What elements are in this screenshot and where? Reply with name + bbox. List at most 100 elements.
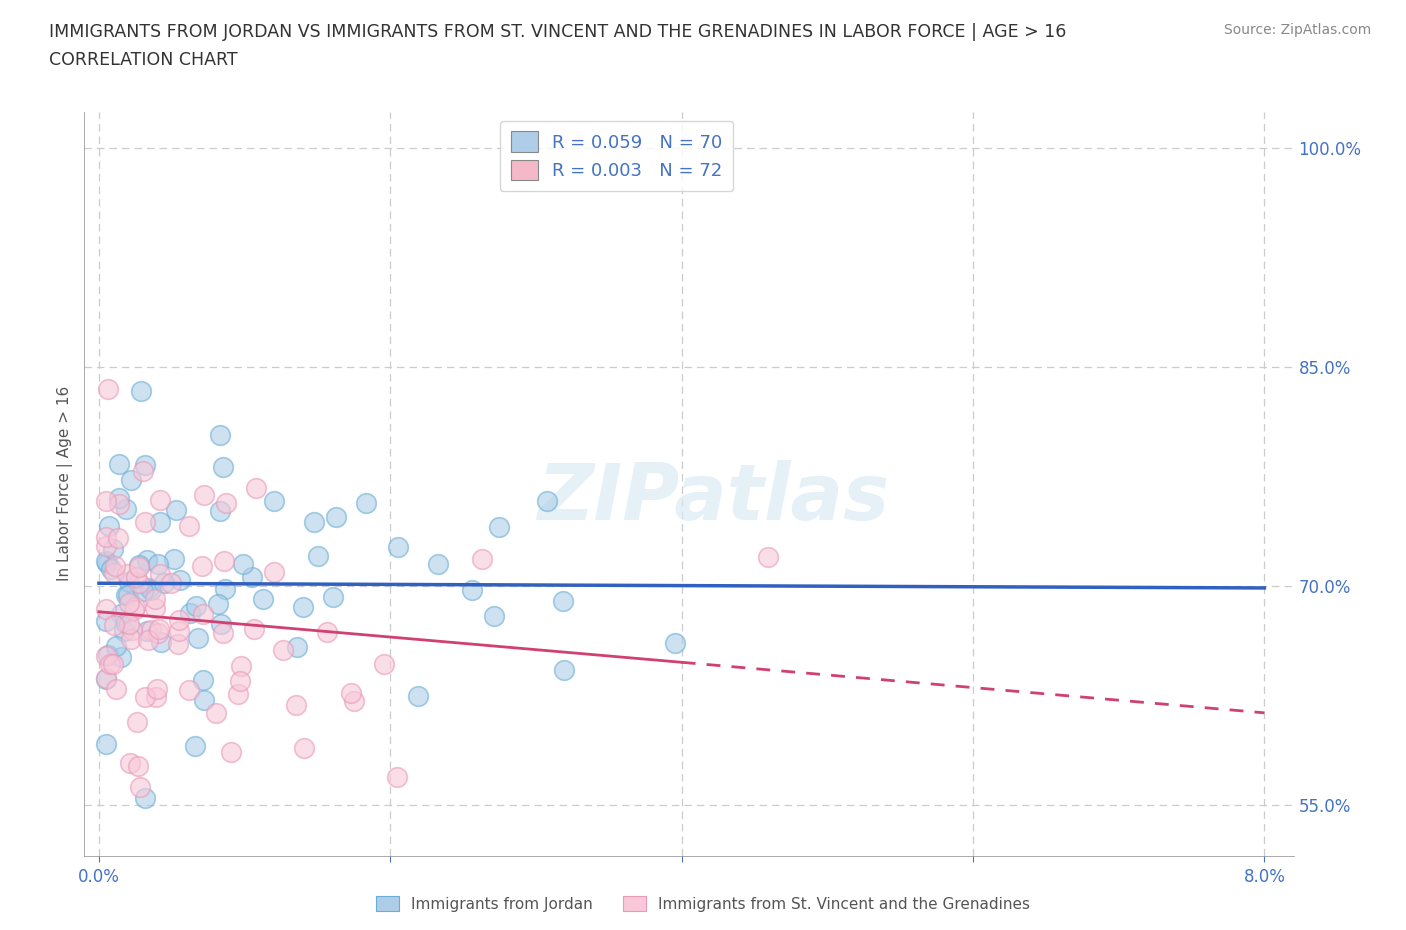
Point <box>134 790 156 805</box>
Point <box>271 643 294 658</box>
Point <box>115 567 138 582</box>
Point <box>148 622 170 637</box>
Point <box>129 384 152 399</box>
Point <box>167 637 190 652</box>
Point <box>104 682 127 697</box>
Point <box>373 657 395 671</box>
Point <box>308 549 330 564</box>
Point <box>169 573 191 588</box>
Point <box>221 744 243 759</box>
Point <box>226 686 249 701</box>
Point <box>117 575 139 590</box>
Point <box>292 741 315 756</box>
Point <box>107 530 129 545</box>
Point <box>146 556 169 571</box>
Point <box>104 559 127 574</box>
Point <box>134 689 156 704</box>
Point <box>100 562 122 577</box>
Point <box>553 662 575 677</box>
Point <box>207 596 229 611</box>
Point <box>98 519 121 534</box>
Point <box>97 647 120 662</box>
Point <box>134 458 156 472</box>
Point <box>664 635 686 650</box>
Point <box>177 519 200 534</box>
Point <box>125 570 148 585</box>
Point <box>96 538 118 553</box>
Point <box>105 638 128 653</box>
Point <box>148 515 170 530</box>
Point <box>108 457 131 472</box>
Point <box>460 582 482 597</box>
Point <box>139 622 162 637</box>
Point <box>187 631 209 645</box>
Point <box>285 698 308 713</box>
Point <box>343 694 366 709</box>
Legend: Immigrants from Jordan, Immigrants from St. Vincent and the Grenadines: Immigrants from Jordan, Immigrants from … <box>370 889 1036 918</box>
Point <box>214 553 236 568</box>
Point <box>756 550 779 565</box>
Point <box>163 551 186 566</box>
Point <box>426 557 449 572</box>
Point <box>127 758 149 773</box>
Point <box>263 565 285 579</box>
Point <box>128 576 150 591</box>
Point <box>120 473 142 488</box>
Point <box>204 706 226 721</box>
Point <box>165 502 187 517</box>
Point <box>215 496 238 511</box>
Point <box>209 617 232 631</box>
Point <box>97 381 120 396</box>
Point <box>191 558 214 573</box>
Point <box>96 494 118 509</box>
Point <box>191 606 214 621</box>
Point <box>150 635 173 650</box>
Point <box>132 584 155 599</box>
Point <box>125 714 148 729</box>
Point <box>118 617 141 631</box>
Point <box>115 501 138 516</box>
Point <box>316 625 339 640</box>
Point <box>153 576 176 591</box>
Legend: R = 0.059   N = 70, R = 0.003   N = 72: R = 0.059 N = 70, R = 0.003 N = 72 <box>499 121 733 192</box>
Point <box>551 594 574 609</box>
Point <box>536 494 558 509</box>
Point <box>145 690 167 705</box>
Point <box>212 626 235 641</box>
Point <box>96 554 118 569</box>
Point <box>138 632 160 647</box>
Point <box>325 510 347 525</box>
Point <box>118 595 141 610</box>
Point <box>302 515 325 530</box>
Point <box>100 657 122 671</box>
Point <box>167 612 190 627</box>
Point <box>124 600 146 615</box>
Point <box>96 556 118 571</box>
Point <box>406 689 429 704</box>
Point <box>136 552 159 567</box>
Point <box>184 738 207 753</box>
Text: IMMIGRANTS FROM JORDAN VS IMMIGRANTS FROM ST. VINCENT AND THE GRENADINES IN LABO: IMMIGRANTS FROM JORDAN VS IMMIGRANTS FRO… <box>49 23 1067 41</box>
Point <box>208 428 231 443</box>
Point <box>96 671 118 685</box>
Point <box>179 605 201 620</box>
Point <box>143 591 166 606</box>
Point <box>96 648 118 663</box>
Point <box>121 622 143 637</box>
Point <box>132 463 155 478</box>
Point <box>354 495 377 510</box>
Point <box>110 649 132 664</box>
Point <box>96 614 118 629</box>
Point <box>134 514 156 529</box>
Point <box>387 539 409 554</box>
Point <box>96 530 118 545</box>
Point <box>159 576 181 591</box>
Point <box>96 671 118 686</box>
Point <box>103 618 125 632</box>
Point <box>120 631 142 646</box>
Point <box>101 541 124 556</box>
Point <box>193 487 215 502</box>
Point <box>112 623 135 638</box>
Point <box>149 493 172 508</box>
Point <box>128 558 150 573</box>
